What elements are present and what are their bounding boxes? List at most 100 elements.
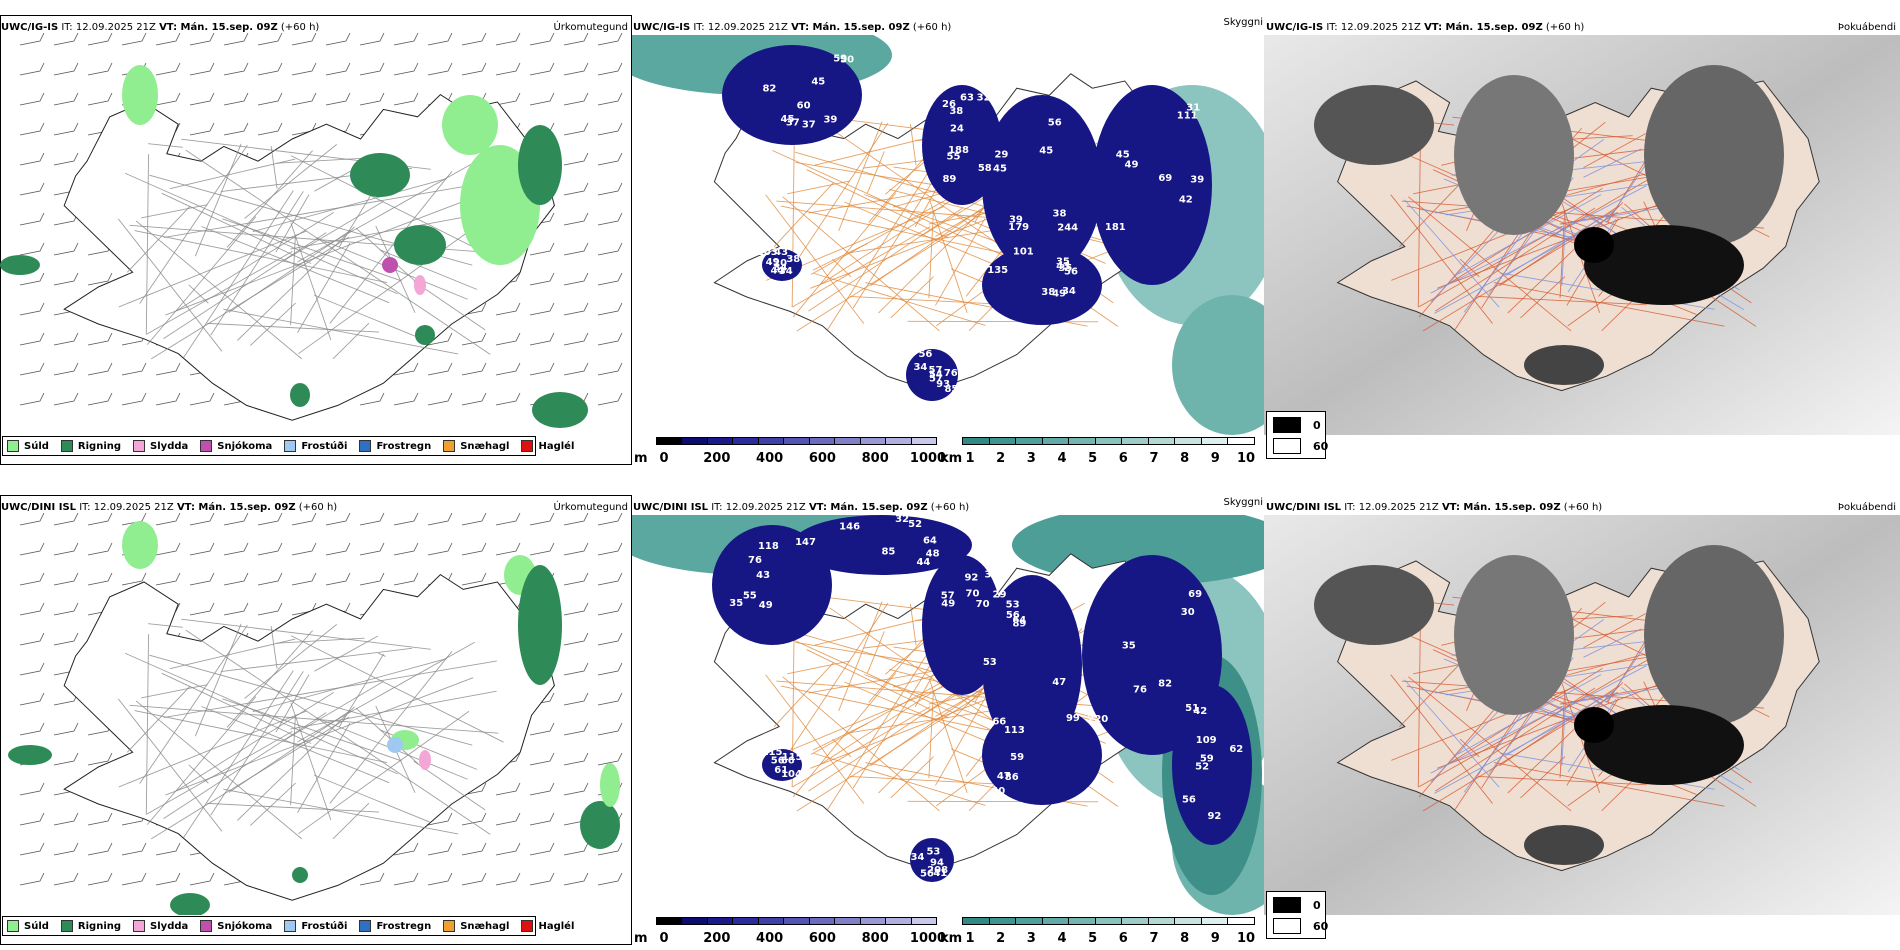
colorbar-segment <box>681 437 708 445</box>
wind-barb <box>53 242 79 256</box>
road-line <box>780 205 1021 258</box>
road-line <box>827 166 932 331</box>
wind-barb <box>87 872 113 886</box>
colorbar-segment <box>988 437 1017 445</box>
road-line <box>785 602 889 758</box>
precip-patch <box>394 225 446 265</box>
precip-patch <box>532 392 588 428</box>
road-line <box>146 216 257 345</box>
wind-barb <box>461 332 487 346</box>
it-value: 12.09.2025 21Z <box>707 22 788 33</box>
road-line <box>1478 295 1647 306</box>
precip-patch <box>122 65 158 125</box>
wind-barb <box>529 62 555 76</box>
wind-barb <box>189 122 215 136</box>
road-line <box>792 705 931 788</box>
ceiling-value-label: 32 <box>977 93 991 104</box>
ceiling-value-label: 57 <box>929 373 943 384</box>
ceiling-value-label: 76 <box>748 555 762 566</box>
wind-barb <box>155 62 181 76</box>
wind-barb <box>223 512 249 526</box>
wind-barb <box>19 632 45 646</box>
model-name: UWC/IG-IS <box>1 22 59 33</box>
wind-barb <box>155 842 181 856</box>
wind-barb <box>393 572 419 586</box>
wind-barb <box>495 62 521 76</box>
colorbar-tick-label: 1000 <box>909 931 947 945</box>
wind-barb <box>597 572 623 586</box>
wind-barb <box>19 362 45 376</box>
wind-barb <box>87 332 113 346</box>
precip-patch <box>170 893 210 915</box>
ceiling-value-label: 89 <box>1012 619 1026 630</box>
legend-swatch <box>200 440 213 452</box>
precip-patch <box>8 745 52 765</box>
legend-label: 60 <box>1313 919 1329 933</box>
ceiling-value-label: 34 <box>779 266 793 277</box>
wind-barb <box>597 632 623 646</box>
visibility-ceiling-map: 147 146 33 47 30 92 99 104 208 35 85 70 66 76 62 40 66 94… <box>632 515 1264 915</box>
ceiling-area <box>722 45 862 145</box>
colorbar-segment <box>808 917 836 925</box>
wind-barb <box>597 392 623 406</box>
ceiling-value-label: 53 <box>983 657 997 668</box>
ceiling-value-label: 147 <box>795 537 816 548</box>
colorbar-segment <box>706 437 734 445</box>
road-line <box>1390 674 1493 804</box>
colorbar-segment <box>783 437 810 445</box>
ceiling-value-label: 92 <box>1207 811 1221 822</box>
road-line <box>163 232 327 339</box>
wind-barb <box>121 362 147 376</box>
legend-label: Frostúði <box>301 920 348 932</box>
wind-barb <box>563 872 589 886</box>
ceiling-value-label: 37 <box>802 119 816 130</box>
road-line <box>183 670 294 839</box>
road-line <box>1457 674 1602 755</box>
colorbar-segment <box>1068 917 1096 925</box>
road-line <box>852 167 942 309</box>
wind-barb <box>257 32 283 46</box>
wind-barb <box>19 602 45 616</box>
wind-barb <box>393 542 419 556</box>
ceiling-value-label: 34 <box>1062 286 1076 297</box>
road-line <box>169 638 296 670</box>
visibility-panel-title: Skyggni <box>1223 17 1263 28</box>
wind-barb <box>427 332 453 346</box>
wind-barb <box>529 242 555 256</box>
wind-barb <box>563 32 589 46</box>
visibility-area <box>1172 295 1264 435</box>
wind-barb <box>87 92 113 106</box>
road-line <box>188 284 209 304</box>
ceiling-value-label: 103 <box>757 247 778 258</box>
ceiling-value-label: 208 <box>927 865 948 876</box>
colorbar-segment <box>834 917 861 925</box>
precip-patch <box>292 867 308 883</box>
road-line <box>1583 148 1642 178</box>
road-line <box>290 690 497 730</box>
ceiling-value-label: 47 <box>997 771 1011 782</box>
wind-barb <box>325 62 351 76</box>
wind-barb <box>597 122 623 136</box>
road-line <box>220 647 413 672</box>
wind-barb <box>563 662 589 676</box>
colorbar-tick-label: 200 <box>703 931 731 945</box>
ceiling-value-label: 49 <box>766 257 780 268</box>
road-line <box>135 700 303 840</box>
ceiling-value-label: 37 <box>786 118 800 129</box>
road-line <box>1605 643 1647 703</box>
precip-patch <box>415 325 435 345</box>
ceiling-value-label: 29 <box>993 589 1007 600</box>
wind-barb <box>529 872 555 886</box>
wind-barb <box>461 872 487 886</box>
colorbar-segment <box>1147 917 1176 925</box>
colorbar-segment <box>732 437 759 445</box>
fog-index-legend: 0 60 <box>1266 411 1328 459</box>
visibility-colorbar: km 1 2 3 4 5 6 7 8 9 10 <box>940 917 1262 945</box>
road-line <box>827 646 932 811</box>
fog-area <box>1314 565 1434 645</box>
road-line <box>813 752 986 806</box>
legend-swatch <box>1273 897 1301 913</box>
road-line <box>878 202 990 314</box>
wind-barb <box>87 392 113 406</box>
wind-barb <box>257 92 283 106</box>
